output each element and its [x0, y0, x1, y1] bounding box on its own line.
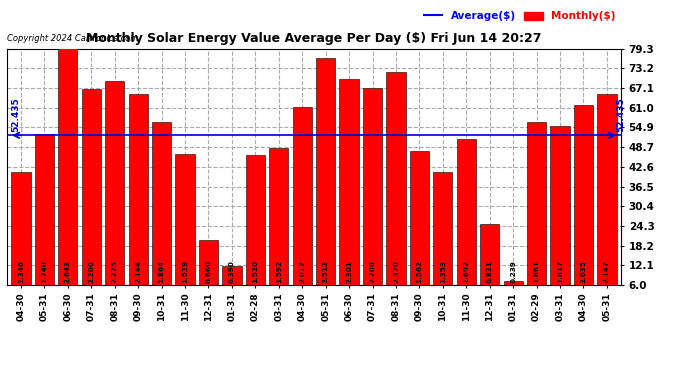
Text: 1.353: 1.353: [440, 261, 446, 284]
Text: 2.035: 2.035: [580, 261, 586, 284]
Bar: [175, 154, 195, 304]
Bar: [316, 58, 335, 304]
Bar: [410, 151, 429, 304]
Bar: [222, 266, 242, 305]
Text: 52.435: 52.435: [616, 98, 625, 132]
Text: 2.643: 2.643: [65, 261, 71, 284]
Bar: [199, 240, 218, 304]
Text: 2.144: 2.144: [135, 261, 141, 284]
Text: 1.520: 1.520: [253, 261, 258, 284]
Text: 2.301: 2.301: [346, 261, 352, 284]
Bar: [246, 155, 265, 304]
Bar: [152, 122, 171, 304]
Bar: [339, 79, 359, 304]
Bar: [34, 134, 54, 304]
Bar: [386, 72, 406, 304]
Text: 2.208: 2.208: [370, 261, 375, 284]
Text: 52.435: 52.435: [12, 98, 21, 132]
Text: 2.012: 2.012: [299, 261, 305, 284]
Bar: [11, 172, 30, 304]
Bar: [433, 172, 453, 304]
Text: 0.390: 0.390: [229, 261, 235, 284]
Text: 2.512: 2.512: [323, 261, 328, 284]
Bar: [551, 126, 570, 304]
Text: 0.821: 0.821: [486, 261, 493, 284]
Bar: [58, 45, 77, 304]
Bar: [574, 105, 593, 304]
Text: 1.562: 1.562: [417, 260, 422, 284]
Bar: [81, 89, 101, 304]
Text: 1.817: 1.817: [557, 261, 563, 284]
Bar: [293, 107, 312, 304]
Bar: [480, 224, 500, 304]
Text: 1.346: 1.346: [18, 261, 24, 284]
Legend: Average($), Monthly($): Average($), Monthly($): [424, 11, 615, 21]
Bar: [457, 138, 476, 304]
Text: 1.592: 1.592: [276, 260, 282, 284]
Text: 1.692: 1.692: [463, 260, 469, 284]
Text: 1.740: 1.740: [41, 261, 48, 284]
Text: 1.861: 1.861: [533, 260, 540, 284]
Text: 2.275: 2.275: [112, 261, 118, 284]
Bar: [269, 148, 288, 304]
Text: Copyright 2024 Cartronics.com: Copyright 2024 Cartronics.com: [7, 34, 138, 43]
Bar: [105, 81, 124, 304]
Text: 0.239: 0.239: [510, 261, 516, 284]
Text: 2.200: 2.200: [88, 261, 95, 284]
Bar: [504, 281, 523, 304]
Title: Monthly Solar Energy Value Average Per Day ($) Fri Jun 14 20:27: Monthly Solar Energy Value Average Per D…: [86, 32, 542, 45]
Bar: [128, 94, 148, 304]
Text: 1.529: 1.529: [182, 260, 188, 284]
Text: 1.864: 1.864: [159, 260, 165, 284]
Text: 2.370: 2.370: [393, 261, 399, 284]
Text: 2.147: 2.147: [604, 261, 610, 284]
Bar: [363, 88, 382, 304]
Text: 0.660: 0.660: [206, 260, 211, 284]
Bar: [527, 122, 546, 304]
Bar: [598, 94, 617, 304]
